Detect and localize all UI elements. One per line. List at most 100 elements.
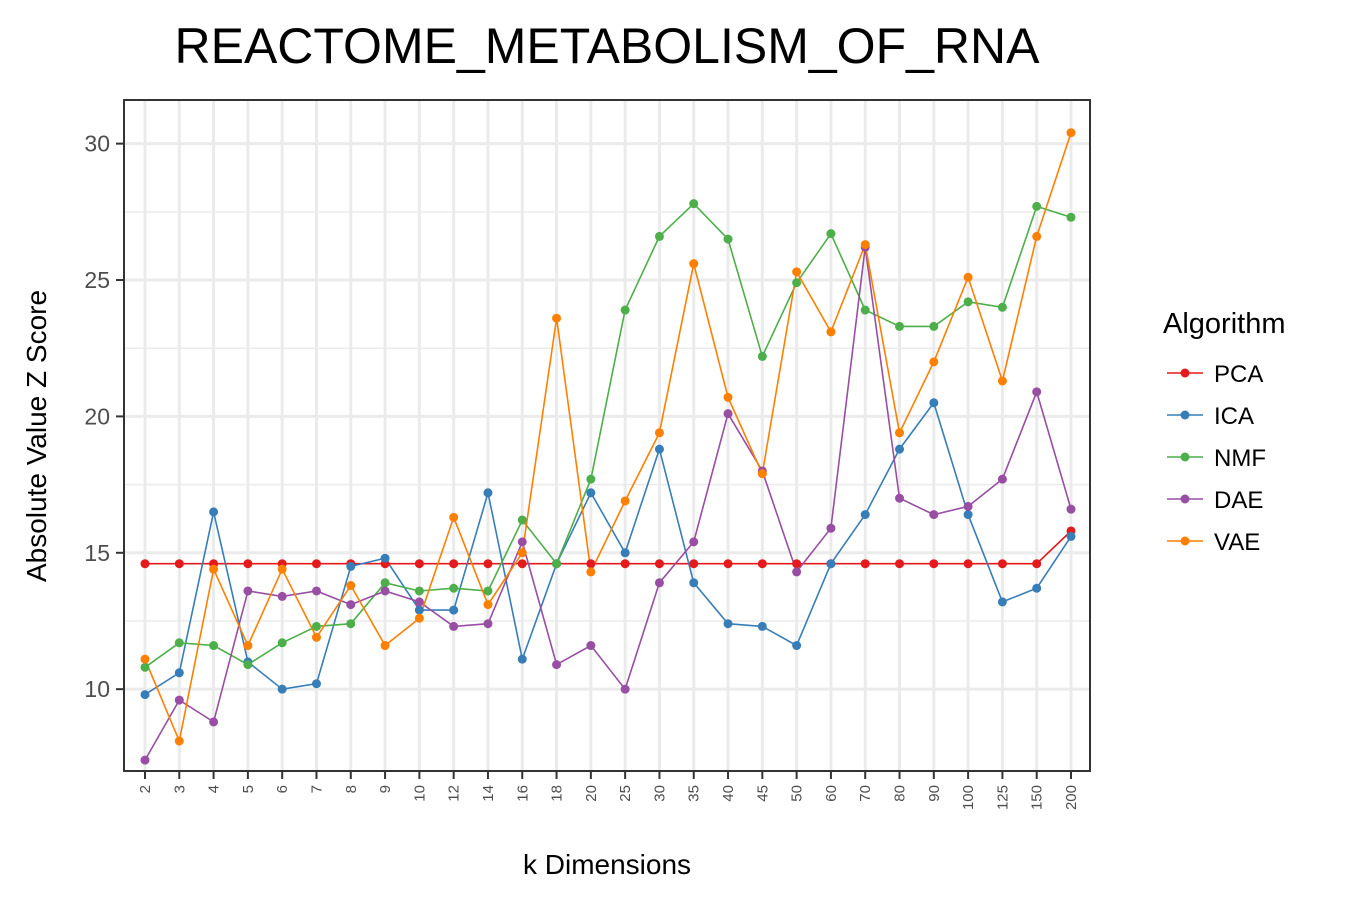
x-tick-label: 150: [1029, 785, 1046, 810]
x-tick-label: 50: [789, 785, 806, 802]
data-point-vae: [929, 357, 939, 367]
data-point-nmf: [243, 660, 253, 670]
data-point-dae: [929, 510, 939, 520]
data-point-dae: [380, 586, 390, 596]
data-point-dae: [1066, 504, 1076, 514]
data-point-nmf: [1032, 201, 1042, 211]
data-point-vae: [757, 469, 767, 479]
data-point-ica: [1032, 583, 1042, 593]
data-point-pca: [723, 559, 733, 569]
data-point-ica: [860, 510, 870, 520]
data-point-ica: [449, 605, 459, 615]
y-tick-label: 20: [84, 403, 110, 429]
data-point-ica: [757, 621, 767, 631]
data-point-nmf: [586, 474, 596, 484]
data-point-dae: [209, 717, 219, 727]
x-tick-label: 18: [549, 785, 566, 802]
data-point-vae: [826, 327, 836, 337]
data-point-nmf: [997, 302, 1007, 312]
data-point-pca: [174, 559, 184, 569]
data-point-ica: [140, 690, 150, 700]
data-point-dae: [449, 621, 459, 631]
data-point-nmf: [963, 297, 973, 307]
data-point-dae: [963, 501, 973, 511]
x-tick-label: 9: [377, 785, 394, 793]
data-point-ica: [929, 398, 939, 408]
data-point-vae: [209, 564, 219, 574]
legend-key-point: [1180, 494, 1190, 504]
series-line-pca: [145, 530, 1072, 565]
data-point-dae: [895, 493, 905, 503]
x-tick-label: 100: [960, 785, 977, 810]
data-point-nmf: [723, 234, 733, 244]
chart-title: REACTOME_METABOLISM_OF_RNA: [175, 18, 1041, 74]
legend-item-vae: VAE: [1167, 529, 1260, 556]
y-tick-label: 10: [84, 676, 110, 702]
data-point-dae: [552, 660, 562, 670]
data-point-ica: [723, 619, 733, 629]
legend-key-point: [1180, 368, 1190, 378]
data-point-vae: [483, 600, 493, 610]
y-tick-label: 30: [84, 131, 110, 157]
data-point-nmf: [174, 638, 184, 648]
legend-label: DAE: [1214, 487, 1263, 514]
data-point-vae: [380, 641, 390, 651]
data-point-pca: [654, 559, 664, 569]
data-point-dae: [997, 474, 1007, 484]
x-tick-label: 125: [994, 785, 1011, 810]
data-point-nmf: [860, 305, 870, 315]
series-line-dae: [144, 247, 1072, 761]
data-point-ica: [689, 578, 699, 588]
legend-label: PCA: [1214, 361, 1263, 388]
data-point-nmf: [483, 586, 493, 596]
legend-item-nmf: NMF: [1167, 445, 1266, 472]
data-point-ica: [586, 488, 596, 498]
legend-title: Algorithm: [1163, 308, 1286, 340]
series-line-nmf: [144, 202, 1072, 668]
data-point-nmf: [895, 321, 905, 331]
data-point-dae: [586, 641, 596, 651]
data-point-nmf: [414, 586, 424, 596]
series-line-ica: [144, 401, 1072, 696]
data-point-ica: [483, 488, 493, 498]
data-point-nmf: [929, 321, 939, 331]
data-point-dae: [174, 695, 184, 705]
data-point-pca: [620, 559, 630, 569]
data-point-vae: [586, 567, 596, 577]
legend-item-ica: ICA: [1167, 403, 1254, 430]
data-point-ica: [517, 654, 527, 664]
x-tick-label: 35: [686, 785, 703, 802]
data-point-dae: [414, 597, 424, 607]
data-point-nmf: [552, 559, 562, 569]
data-point-pca: [792, 559, 802, 569]
data-point-vae: [723, 392, 733, 402]
data-point-nmf: [654, 231, 664, 241]
data-point-ica: [654, 444, 664, 454]
legend: Algorithm PCA ICA NMF DAE VAE: [1163, 308, 1286, 556]
legend-key-point: [1180, 452, 1190, 462]
x-axis: 2 3 4 5 6 7 8 9 10 12 14 16 18 20 25 30 35 40 45 50 60 70 80 90…: [137, 771, 1080, 810]
data-point-pca: [586, 559, 596, 569]
x-tick-label: 20: [583, 785, 600, 802]
data-point-vae: [552, 313, 562, 323]
data-point-vae: [860, 240, 870, 250]
x-tick-label: 4: [206, 785, 223, 793]
data-point-ica: [826, 559, 836, 569]
x-tick-label: 45: [754, 785, 771, 802]
data-point-nmf: [517, 515, 527, 525]
grid: [124, 100, 1090, 771]
data-point-ica: [963, 510, 973, 520]
data-point-dae: [620, 684, 630, 694]
data-point-pca: [963, 559, 973, 569]
data-point-vae: [243, 641, 253, 651]
legend-label: NMF: [1214, 445, 1266, 472]
x-tick-label: 200: [1063, 785, 1080, 810]
data-point-nmf: [792, 278, 802, 288]
y-axis-label: Absolute Value Z Score: [21, 290, 52, 582]
x-tick-label: 10: [411, 785, 428, 802]
data-point-ica: [174, 668, 184, 678]
data-point-vae: [963, 272, 973, 282]
data-point-dae: [140, 755, 150, 765]
data-point-vae: [792, 267, 802, 277]
